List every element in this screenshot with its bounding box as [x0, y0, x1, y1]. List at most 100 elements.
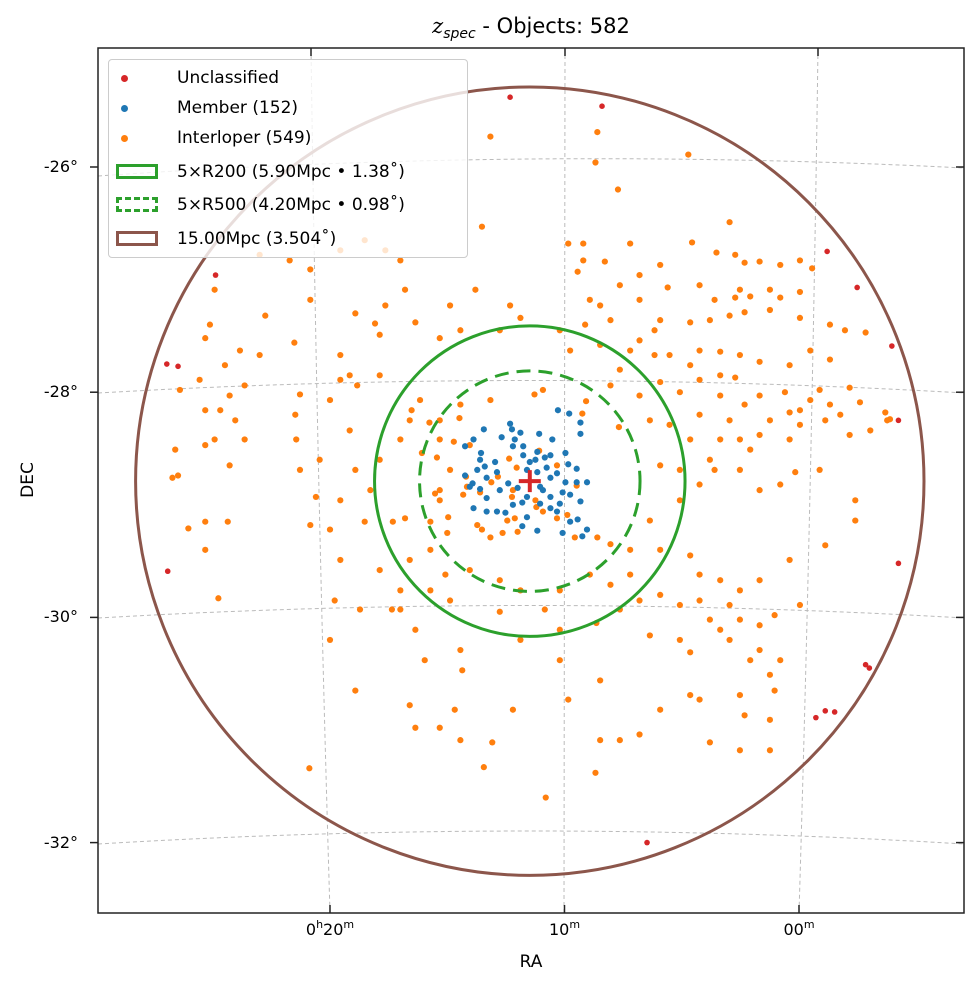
interloper-point	[816, 386, 823, 394]
interloper-point	[756, 487, 763, 494]
member-point	[577, 430, 584, 437]
interloper-point	[766, 306, 774, 314]
interloper-point	[711, 466, 718, 473]
interloper-point	[777, 481, 784, 488]
unclassified-point	[599, 103, 605, 109]
interloper-point	[376, 331, 383, 338]
member-point	[480, 426, 487, 433]
unclassified-point	[824, 248, 830, 255]
interloper-point	[615, 424, 623, 431]
member-point	[537, 500, 544, 507]
member-point	[466, 483, 473, 490]
interloper-point	[326, 396, 334, 404]
interloper-point	[676, 389, 683, 396]
unclassified-point	[895, 560, 902, 567]
interloper-point	[496, 577, 503, 584]
interloper-point	[696, 571, 703, 578]
interloper-point	[616, 282, 623, 289]
member-point	[567, 518, 574, 525]
interloper-point	[741, 712, 748, 719]
legend-label: Interloper (549)	[177, 128, 312, 148]
interloper-point	[262, 312, 269, 319]
interloper-point	[676, 636, 683, 644]
interloper-point	[687, 649, 694, 656]
interloper-point	[862, 329, 869, 336]
interloper-point	[307, 296, 314, 303]
unclassified-point	[644, 839, 650, 846]
interloper-point	[777, 294, 784, 301]
interloper-point	[636, 392, 643, 399]
interloper-point	[185, 525, 192, 532]
interloper-point	[446, 597, 454, 604]
points-layer	[163, 94, 902, 846]
legend-label: 5×R200 (5.90Mpc • 1.38˚)	[177, 162, 405, 182]
interloper-point	[226, 462, 233, 469]
member-point	[534, 527, 541, 534]
interloper-point	[354, 382, 361, 389]
interloper-point	[777, 657, 784, 664]
y-tick-label: -26°	[43, 157, 78, 176]
interloper-point	[496, 608, 503, 615]
interloper-point	[202, 518, 209, 525]
interloper-point	[717, 436, 724, 443]
interloper-point	[696, 411, 703, 418]
interloper-point	[406, 417, 413, 424]
title-subscript: spec	[443, 26, 476, 43]
interloper-point	[499, 529, 506, 537]
member-point	[496, 487, 503, 494]
interloper-point	[196, 376, 203, 383]
interloper-point	[736, 691, 744, 699]
interloper-point	[636, 337, 643, 344]
interloper-point	[726, 636, 733, 644]
interloper-point	[352, 687, 359, 694]
interloper-point	[807, 396, 814, 404]
member-point	[506, 420, 514, 427]
interloper-point	[446, 302, 454, 309]
member-point	[536, 430, 543, 437]
interloper-point	[211, 436, 218, 443]
interloper-point	[826, 356, 834, 363]
interloper-point	[856, 399, 864, 406]
interloper-point	[717, 348, 724, 355]
interloper-point	[597, 302, 604, 309]
unclassified-point	[164, 568, 171, 575]
interloper-point	[541, 606, 548, 613]
member-point	[461, 472, 469, 479]
interloper-point	[816, 466, 823, 473]
member-point	[476, 456, 484, 463]
interloper-point	[646, 517, 653, 524]
unclassified-point	[862, 661, 869, 668]
interloper-point	[777, 261, 784, 269]
interloper-point	[766, 671, 774, 678]
interloper-point	[436, 724, 443, 731]
interloper-point	[504, 517, 511, 524]
interloper-point	[706, 739, 713, 746]
interloper-point	[445, 514, 452, 521]
interloper-point	[397, 587, 404, 594]
member-point	[498, 434, 505, 441]
interloper-point	[202, 407, 209, 414]
unclassified-point	[813, 714, 819, 721]
interloper-point	[514, 528, 521, 535]
interloper-point	[553, 515, 561, 522]
r500-patch-icon	[116, 197, 158, 212]
interloper-point	[412, 626, 419, 633]
interloper-point	[427, 518, 434, 525]
interloper-point	[427, 587, 434, 594]
interloper-point	[736, 286, 744, 293]
member-point	[514, 484, 521, 492]
legend-label: 15.00Mpc (3.504˚)	[177, 229, 337, 249]
interloper-point	[741, 401, 748, 408]
interloper-point	[513, 464, 520, 471]
interloper-point	[796, 288, 804, 296]
member-point	[577, 419, 584, 426]
interloper-point	[636, 597, 643, 604]
member-point	[562, 479, 569, 486]
interloper-point	[766, 417, 774, 424]
y-axis-label: DEC	[18, 462, 38, 498]
member-point	[493, 469, 501, 476]
interloper-point	[616, 737, 623, 744]
interloper-point	[416, 396, 424, 404]
interloper-point	[511, 515, 518, 522]
